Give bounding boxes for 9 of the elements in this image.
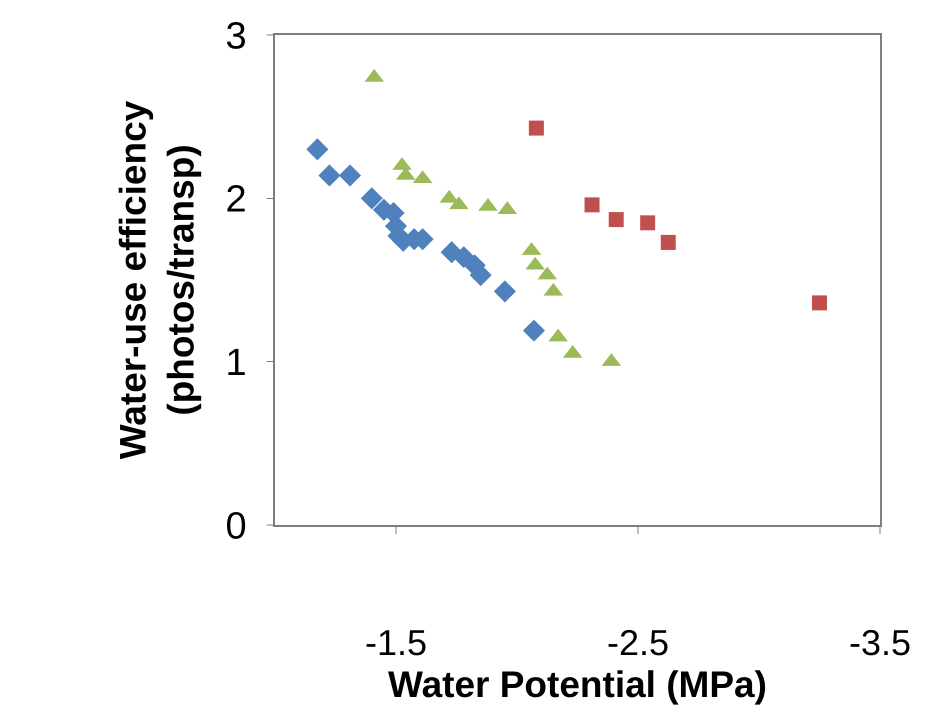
y-tick-label: 0 (226, 505, 247, 548)
x-tick-label: -2.5 (606, 622, 670, 663)
y-tick-label: 3 (226, 15, 247, 58)
y-axis-title: Water-use efficiency (photos/transp) (112, 100, 202, 460)
x-tick-label: -1.5 (364, 622, 428, 663)
y-tick-label: 1 (226, 342, 247, 384)
x-axis-title: Water Potential (MPa) (388, 664, 767, 705)
y-tick-label: 2 (226, 178, 247, 221)
x-tick-label: -3.5 (848, 622, 912, 663)
